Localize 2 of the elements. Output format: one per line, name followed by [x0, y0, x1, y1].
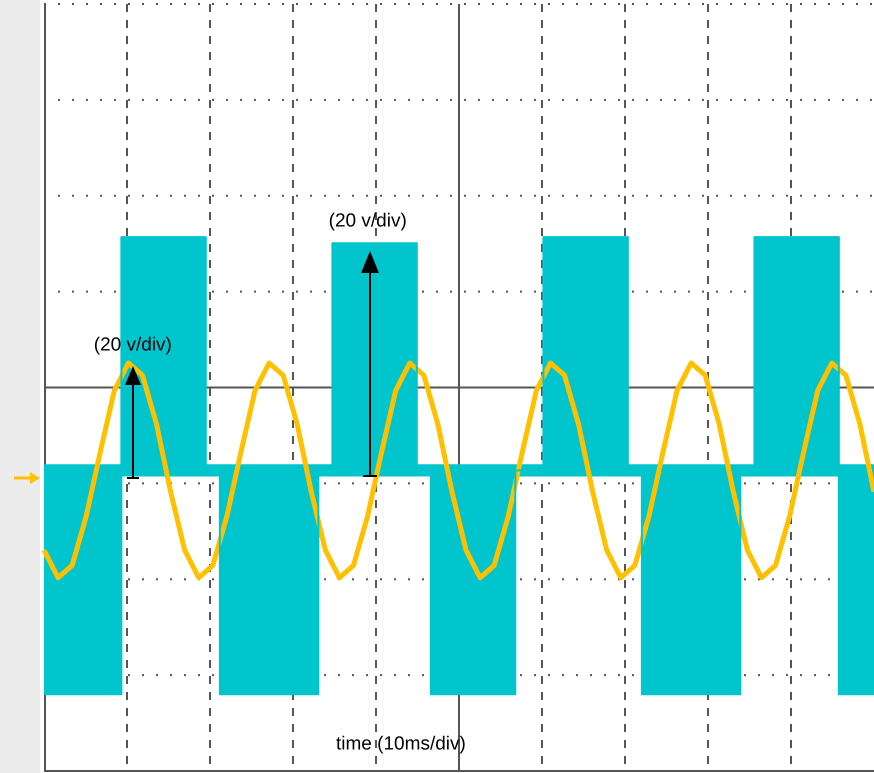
text: (20 v/div) [328, 210, 407, 232]
annotation: (20 v/div) [94, 334, 172, 356]
